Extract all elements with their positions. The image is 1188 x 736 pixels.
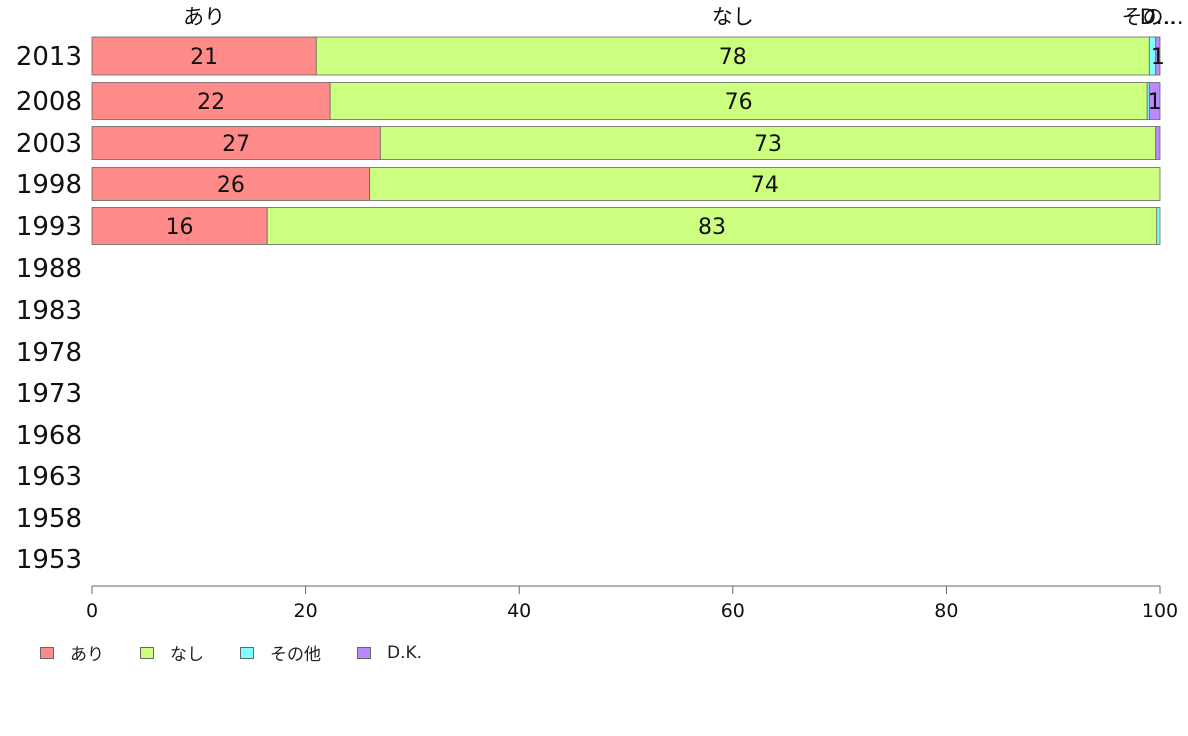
data-label: 1 xyxy=(1148,90,1162,115)
legend-item: その他 xyxy=(240,640,321,665)
legend-item: なし xyxy=(140,640,204,665)
y-tick-label: 1968 xyxy=(16,421,82,451)
data-label: 21 xyxy=(190,45,218,70)
top-series-labels: あり なし その...D... xyxy=(183,5,1183,29)
bars-layer: 21 78 1 22 76 1 27 73 26 74 16 83 xyxy=(91,36,1165,245)
x-tick-label: 0 xyxy=(86,600,98,622)
legend-swatch xyxy=(240,646,254,659)
y-tick-label: 1983 xyxy=(16,296,82,326)
top-series-label: なし xyxy=(712,5,754,29)
x-tick-label: 80 xyxy=(934,600,958,622)
data-label: 76 xyxy=(725,90,753,115)
y-tick-label: 1988 xyxy=(16,254,82,284)
data-label: 78 xyxy=(719,45,747,70)
top-series-label: あり xyxy=(183,5,225,29)
x-axis: 0 20 40 60 80 100 xyxy=(86,585,1178,622)
legend-item: D.K. xyxy=(357,643,422,663)
stacked-bar-chart: 21 78 1 22 76 1 27 73 26 74 16 83 2013 2008 2003 1998 1… xyxy=(16,5,1184,622)
legend-swatch xyxy=(40,646,54,659)
legend-label: その他 xyxy=(270,645,321,665)
data-label: 26 xyxy=(217,173,245,198)
data-label: 16 xyxy=(166,215,194,240)
legend: あり なし その他 D.K. xyxy=(40,640,458,665)
data-label: 73 xyxy=(754,132,782,157)
y-tick-label: 1973 xyxy=(16,379,82,409)
bar-segment xyxy=(1148,82,1161,120)
bar-segment xyxy=(1156,207,1161,245)
x-tick-label: 40 xyxy=(507,600,531,622)
y-tick-label: 1978 xyxy=(16,338,82,368)
bar-segment xyxy=(1155,126,1161,160)
data-label: 83 xyxy=(698,215,726,240)
bar-segment xyxy=(91,36,317,76)
bar-segment xyxy=(91,126,381,160)
x-tick-label: 100 xyxy=(1142,600,1178,622)
x-tick-label: 20 xyxy=(294,600,318,622)
bar-segment xyxy=(315,36,1150,76)
bar-segment xyxy=(1155,36,1161,76)
legend-label: D.K. xyxy=(387,642,423,663)
bar-segment xyxy=(329,82,1148,120)
bar-segment xyxy=(91,82,331,120)
y-tick-label: 1963 xyxy=(16,462,82,492)
y-tick-label: 2013 xyxy=(16,42,82,72)
x-tick-label: 60 xyxy=(721,600,745,622)
y-tick-label: 1953 xyxy=(16,545,82,575)
legend-label: なし xyxy=(170,645,204,665)
legend-swatch xyxy=(357,646,371,659)
bar-segment xyxy=(266,207,1158,245)
bar-segment xyxy=(369,167,1161,201)
data-label: 22 xyxy=(197,90,225,115)
y-tick-labels: 2013 2008 2003 1998 1993 1988 1983 1978 1973 1968… xyxy=(16,42,82,575)
bar-segment xyxy=(91,167,371,201)
data-label: 1 xyxy=(1151,45,1165,70)
top-series-label: D... xyxy=(1140,5,1176,29)
data-label: 27 xyxy=(222,132,250,157)
y-tick-label: 1998 xyxy=(16,170,82,200)
y-tick-label: 1958 xyxy=(16,504,82,534)
data-label: 74 xyxy=(751,173,779,198)
y-tick-label: 2003 xyxy=(16,129,82,159)
legend-swatch xyxy=(140,646,154,659)
legend-label: あり xyxy=(70,645,104,665)
bar-segment xyxy=(379,126,1157,160)
top-series-label: その... xyxy=(1122,5,1184,29)
legend-item: あり xyxy=(40,640,104,665)
y-tick-label: 1993 xyxy=(16,212,82,242)
y-tick-label: 2008 xyxy=(16,87,82,117)
